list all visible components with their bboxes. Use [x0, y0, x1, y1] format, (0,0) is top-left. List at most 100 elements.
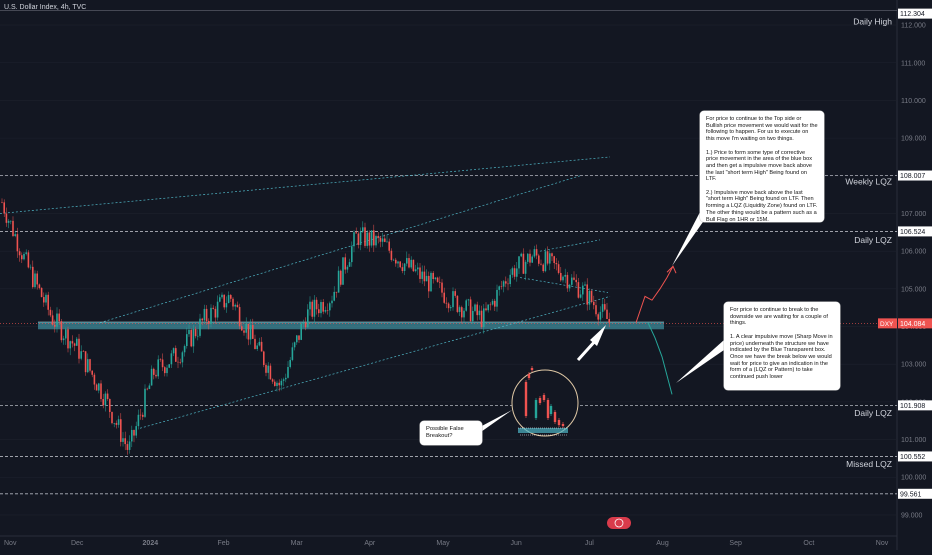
- candle-body: [518, 256, 520, 269]
- candle-body: [408, 258, 410, 268]
- candle-body: [342, 257, 344, 285]
- x-tick-label: Aug: [656, 540, 669, 547]
- candle-body: [586, 284, 588, 305]
- candle-body: [271, 379, 274, 382]
- candle-body: [293, 342, 296, 348]
- candle-body: [192, 329, 195, 347]
- candle-body: [461, 307, 463, 318]
- candle-body: [25, 252, 27, 254]
- current-price-label: 104.084: [900, 321, 925, 328]
- candle-body: [111, 411, 113, 424]
- candle-body: [524, 261, 527, 274]
- candle-body: [181, 352, 184, 363]
- candle-body: [549, 253, 551, 264]
- candle-body: [205, 308, 208, 321]
- level-label: Daily LQZ: [854, 408, 892, 418]
- candle-body: [362, 227, 364, 232]
- candle-body: [324, 310, 327, 312]
- candle-body: [280, 380, 283, 386]
- zoom-candle-body: [538, 398, 542, 403]
- candle-body: [164, 367, 166, 374]
- candle-body: [159, 359, 162, 360]
- candle-body: [595, 305, 597, 315]
- candle-body: [590, 290, 593, 302]
- zoom-candle-body: [546, 400, 550, 418]
- candle-body: [522, 253, 525, 274]
- candle-body: [82, 351, 85, 352]
- candle-body: [546, 251, 549, 264]
- candle-body: [318, 309, 320, 314]
- candle-body: [346, 266, 349, 270]
- price-label: 108.007: [900, 173, 925, 180]
- candle-body: [243, 330, 245, 333]
- candle-body: [370, 230, 373, 246]
- candle-body: [34, 273, 36, 288]
- candle-body: [161, 359, 164, 368]
- candle-body: [544, 251, 547, 272]
- candle-body: [137, 414, 140, 427]
- candle-body: [348, 262, 351, 267]
- candle-body: [249, 325, 252, 340]
- zoom-zone: [518, 428, 568, 433]
- candle-body: [601, 304, 604, 312]
- candle-body: [131, 430, 133, 442]
- candle-body: [298, 335, 300, 340]
- candle-body: [285, 377, 287, 380]
- candle-body: [124, 438, 126, 445]
- candle-body: [32, 266, 34, 288]
- candle-body: [40, 287, 43, 298]
- candle-body: [412, 259, 415, 272]
- candle-body: [27, 252, 30, 268]
- candle-body: [533, 249, 536, 257]
- candle-body: [177, 361, 179, 363]
- candle-body: [447, 303, 450, 309]
- y-tick-label: 103.000: [901, 362, 926, 369]
- candle-body: [452, 291, 454, 308]
- candle-body: [608, 318, 610, 323]
- candle-body: [51, 315, 54, 325]
- price-label-bg: [898, 226, 932, 237]
- x-tick-label: Apr: [364, 540, 376, 547]
- zoom-candle-body: [530, 368, 534, 370]
- current-symbol-label: DXY: [880, 321, 894, 328]
- price-label-bg: [898, 8, 932, 19]
- candle-body: [443, 292, 445, 303]
- candle-body: [335, 291, 338, 293]
- x-tick-label: Nov: [4, 540, 17, 547]
- candle-body: [133, 430, 135, 436]
- candle-body: [403, 263, 406, 271]
- candle-body: [45, 294, 47, 303]
- candle-body: [104, 393, 107, 406]
- bear-projection: [647, 322, 673, 395]
- candle-body: [535, 249, 538, 256]
- price-label: 100.552: [900, 454, 925, 461]
- price-label: 112.304: [900, 11, 925, 18]
- y-tick-label: 107.000: [901, 211, 926, 218]
- candle-body: [582, 285, 584, 295]
- candle-body: [575, 279, 577, 283]
- candle-body: [256, 345, 258, 350]
- y-tick-label: 99.000: [901, 512, 923, 519]
- candle-body: [597, 314, 599, 320]
- candle-body: [203, 308, 206, 321]
- candle-body: [381, 238, 384, 242]
- candle-body: [49, 309, 52, 316]
- candle-body: [436, 277, 439, 282]
- candle-body: [254, 338, 256, 350]
- price-label: 99.561: [900, 491, 922, 498]
- candle-body: [155, 374, 157, 377]
- candle-body: [80, 351, 82, 359]
- candle-body: [423, 271, 426, 282]
- candle-body: [392, 259, 395, 261]
- false-breakout-box: Possible False Breakout?: [420, 421, 482, 445]
- candle-body: [175, 348, 177, 362]
- zoom-candle-body: [524, 382, 528, 416]
- candle-body: [476, 304, 478, 316]
- candle-body: [520, 253, 522, 257]
- candle-body: [282, 379, 285, 381]
- candle-body: [29, 266, 32, 268]
- candle-body: [384, 238, 386, 242]
- candle-body: [146, 388, 148, 390]
